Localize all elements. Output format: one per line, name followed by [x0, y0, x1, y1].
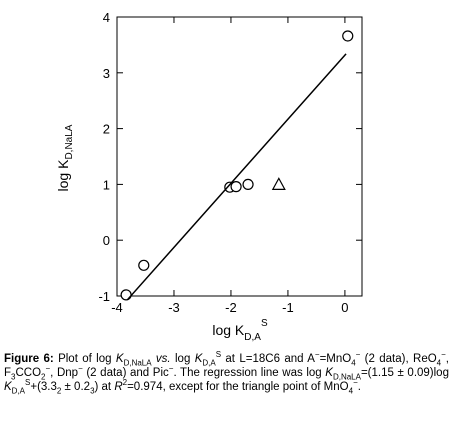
y-tick-label: -1 — [98, 289, 110, 304]
caption-text: =MnO — [319, 353, 352, 365]
y-tick-label: 1 — [103, 177, 110, 192]
caption-text: − — [78, 364, 83, 374]
data-point — [230, 181, 242, 193]
caption-text: 3 — [90, 386, 95, 396]
caption-text: 4 — [348, 386, 354, 396]
regression-line — [126, 53, 347, 301]
y-tick-label: 3 — [103, 66, 110, 81]
caption-text: ) at — [94, 381, 115, 393]
caption-text: Plot of log — [53, 353, 116, 365]
caption-text: vs. — [151, 353, 171, 365]
caption-text: +(3.3 — [30, 381, 57, 393]
caption-text: (2 data) and Pic — [82, 367, 169, 379]
x-label-sub: D,A — [244, 332, 261, 343]
caption-text: 4 — [351, 358, 356, 368]
caption-text: at L=18C6 and A — [221, 353, 315, 365]
data-point — [242, 178, 254, 190]
caption-text: R — [114, 381, 123, 393]
x-label-sup: S — [261, 318, 268, 329]
caption-text: 2 — [122, 378, 128, 388]
caption-text: S — [25, 378, 31, 388]
caption-text: K — [194, 353, 203, 365]
caption-text: D,NaLA — [332, 372, 361, 382]
caption-text: =(1.15 ± 0.09)log — [360, 367, 449, 379]
caption-text: − — [355, 350, 361, 360]
x-tick-label: -1 — [282, 300, 294, 315]
y-label-sub: D,NaLA — [64, 124, 75, 159]
caption-text: K — [325, 367, 333, 379]
caption-text: − — [441, 350, 446, 360]
caption-text: =0.974, except for the triangle point of… — [127, 381, 349, 393]
caption-text: S — [215, 350, 222, 360]
caption-text: (2 data), ReO — [360, 353, 437, 365]
y-axis-label: log KD,NaLA — [55, 124, 75, 191]
caption-text: D,NaLA — [123, 358, 152, 368]
caption-text: K — [115, 353, 124, 365]
y-tick-label: 4 — [103, 10, 110, 25]
data-point — [138, 259, 150, 271]
caption-text: D,A — [202, 358, 216, 368]
data-point — [342, 30, 354, 42]
caption-text: − — [45, 364, 51, 374]
caption-text: log — [170, 353, 195, 365]
caption-text: . The regression line was log — [173, 367, 326, 379]
caption-text: 2 — [41, 372, 46, 382]
caption-text: CCO — [15, 367, 42, 379]
caption-text: , F — [4, 353, 449, 379]
caption-text: D,A — [11, 386, 26, 396]
y-label-text: log K — [55, 159, 71, 192]
data-point — [271, 177, 286, 190]
caption-text: , Dnp — [50, 367, 79, 379]
y-tick-label: 2 — [103, 122, 110, 137]
x-tick-label: 0 — [341, 300, 348, 315]
plot-frame — [116, 16, 363, 297]
caption-text: . — [357, 381, 361, 393]
x-tick-label: -3 — [168, 300, 180, 315]
x-axis-label: log KD,AS — [212, 318, 268, 343]
caption-text: 3 — [11, 372, 16, 382]
x-label-text: log K — [212, 322, 245, 338]
caption-text: 2 — [56, 386, 62, 396]
caption-text: ± 0.2 — [61, 381, 91, 393]
x-tick-label: -4 — [111, 300, 123, 315]
caption-text: − — [353, 378, 358, 388]
data-point — [120, 289, 132, 301]
caption-text: 4 — [436, 358, 442, 368]
caption-text: − — [168, 364, 174, 374]
y-tick-label: 0 — [103, 233, 110, 248]
figure-caption: Figure 6: Plot of log KD,NaLA vs. log KD… — [4, 350, 449, 396]
x-tick-label: -2 — [225, 300, 237, 315]
caption-text: Figure 6: — [4, 353, 54, 365]
caption-text: K — [4, 381, 12, 393]
caption-text: − — [314, 350, 320, 360]
